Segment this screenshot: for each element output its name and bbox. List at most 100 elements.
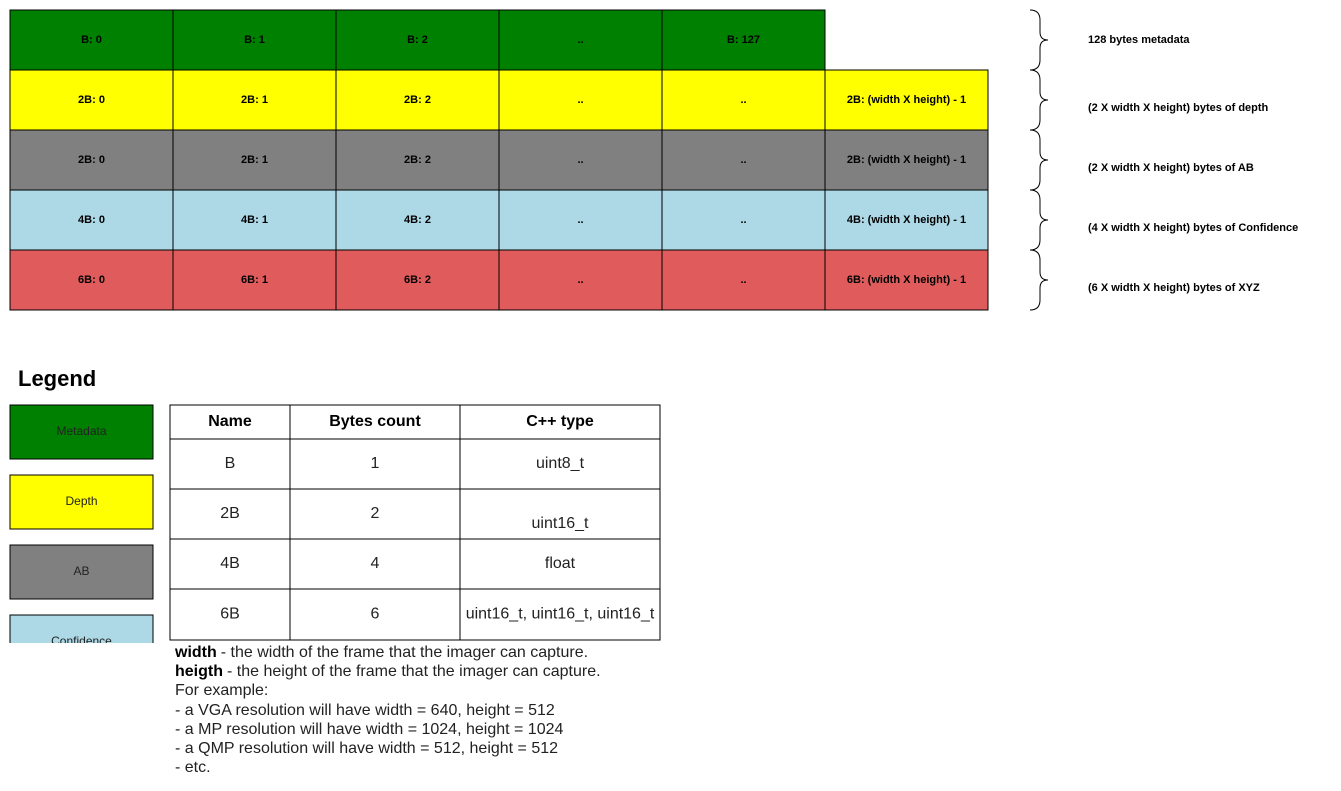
- byte-cell-label: 2B: 1: [241, 94, 268, 106]
- table-header: Name: [208, 413, 252, 430]
- byte-cell: [661, 189, 826, 251]
- byte-cell-label: 2B: 2: [404, 154, 431, 166]
- byte-cell-label: B: 2: [407, 34, 428, 46]
- byte-cell: [824, 249, 989, 311]
- byte-cell-label: 2B: 1: [241, 154, 268, 166]
- table-value: uint8_t: [536, 455, 585, 472]
- byte-cell: [824, 129, 989, 191]
- byte-cell: [9, 9, 174, 71]
- table-value: 6: [371, 606, 380, 623]
- legend-label: AB: [73, 564, 89, 578]
- table-cell: [459, 588, 661, 641]
- note-line: width - the width of the frame that the i…: [175, 643, 601, 662]
- byte-cell: [661, 9, 826, 71]
- byte-cell: [335, 9, 500, 71]
- legend-label: Metadata: [56, 424, 106, 438]
- note-line: - a QMP resolution will have width = 512…: [175, 739, 601, 758]
- note-text: - a QMP resolution will have width = 512…: [175, 740, 559, 758]
- brace: [1029, 9, 1049, 71]
- byte-cell-label: 2B: 2: [404, 94, 431, 106]
- byte-cell: [172, 129, 337, 191]
- note-text: - the width of the frame that the imager…: [220, 644, 589, 661]
- byte-cell: [824, 69, 989, 131]
- byte-cell-label: B: 1: [244, 34, 265, 46]
- table-value: 4: [371, 555, 380, 572]
- table-value: 1: [371, 455, 380, 472]
- byte-cell: [661, 249, 826, 311]
- brace: [1029, 69, 1049, 131]
- brace: [1029, 189, 1049, 251]
- byte-cell-label: ..: [577, 274, 583, 286]
- table-value: 6B: [220, 606, 240, 623]
- table-value: B: [225, 455, 236, 472]
- byte-cell-label: ..: [577, 34, 583, 46]
- table-cell: [169, 588, 291, 641]
- byte-cell: [498, 249, 663, 311]
- byte-cell-label: 2B: (width X height) - 1: [847, 94, 966, 106]
- row-description: (2 X width X height) bytes of AB: [1088, 162, 1254, 174]
- note-text: - the height of the frame that the image…: [227, 663, 601, 681]
- row-description: 128 bytes metadata: [1088, 34, 1190, 46]
- legend-swatch: [9, 544, 154, 600]
- note-line: - etc.: [175, 758, 601, 777]
- byte-cell: [661, 69, 826, 131]
- note-text: For example:: [175, 682, 269, 700]
- byte-cell-label: 6B: (width X height) - 1: [847, 274, 966, 286]
- table-header: Bytes count: [329, 413, 421, 430]
- byte-cell: [335, 129, 500, 191]
- byte-cell-label: ..: [577, 154, 583, 166]
- byte-cell-label: B: 0: [81, 34, 102, 46]
- legend-label: Confidence: [51, 634, 112, 643]
- byte-cell: [9, 189, 174, 251]
- table-cell: [459, 538, 661, 590]
- note-text: - etc.: [175, 759, 211, 777]
- legend-title: Legend: [18, 366, 96, 391]
- diagram: Legend B: 0 B: 1 B: 2.. B: 127 128 bytes met…: [9, 9, 1298, 643]
- byte-cell-label: 6B: 0: [78, 274, 105, 286]
- table-value: uint16_t, uint16_t, uint16_t: [466, 606, 655, 623]
- table-header: C++ type: [526, 413, 594, 430]
- note-term: width: [175, 644, 217, 661]
- byte-cell-label: 4B: 0: [78, 214, 105, 226]
- byte-cell-label: ..: [577, 94, 583, 106]
- brace: [1029, 249, 1049, 311]
- table-value: 4B: [220, 555, 240, 572]
- byte-cell: [172, 189, 337, 251]
- note-line: heigth - the height of the frame that the…: [175, 662, 601, 681]
- table-cell: [169, 488, 291, 540]
- table-cell: [289, 404, 461, 440]
- table-value: uint16_t: [532, 515, 589, 532]
- byte-cell-label: ..: [740, 154, 746, 166]
- legend-label: Depth: [65, 494, 97, 508]
- byte-cell: [172, 249, 337, 311]
- byte-cell-label: 6B: 2: [404, 274, 431, 286]
- byte-cell-label: 2B: 0: [78, 154, 105, 166]
- table-cell: [289, 488, 461, 540]
- byte-cell: [498, 9, 663, 71]
- byte-cell: [498, 189, 663, 251]
- table-cell: [289, 588, 461, 641]
- byte-cell-label: 4B: 2: [404, 214, 431, 226]
- table-cell: [289, 438, 461, 490]
- note-line: For example:: [175, 681, 601, 700]
- byte-cell: [335, 69, 500, 131]
- byte-cell: [9, 129, 174, 191]
- table-cell: [289, 538, 461, 590]
- notes: width - the width of the frame that the i…: [175, 643, 601, 777]
- legend-swatch: [9, 614, 154, 643]
- byte-cell-label: ..: [740, 274, 746, 286]
- byte-cell: [172, 9, 337, 71]
- legend-swatch: [9, 474, 154, 530]
- byte-cell-label: 6B: 1: [241, 274, 268, 286]
- byte-cell-label: 4B: (width X height) - 1: [847, 214, 966, 226]
- row-description: (2 X width X height) bytes of depth: [1088, 102, 1269, 114]
- byte-cell: [824, 189, 989, 251]
- byte-cell: [661, 129, 826, 191]
- note-text: - a VGA resolution will have width = 640…: [175, 701, 555, 719]
- byte-cell: [335, 189, 500, 251]
- row-description: (4 X width X height) bytes of Confidence: [1088, 222, 1298, 234]
- legend-swatch: [9, 404, 154, 460]
- table-cell: [169, 438, 291, 490]
- byte-cell-label: 2B: (width X height) - 1: [847, 154, 966, 166]
